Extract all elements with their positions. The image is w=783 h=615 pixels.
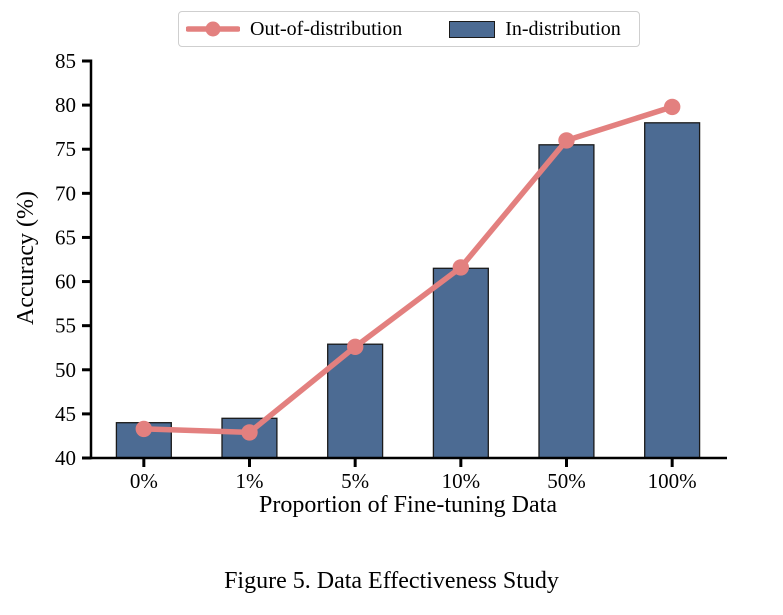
y-tick-label: 70 [55, 181, 76, 205]
x-tick-label: 5% [341, 469, 369, 493]
out-of-distribution-marker-100% [664, 98, 681, 116]
out-of-distribution-marker-1% [241, 424, 258, 441]
out-of-distribution-marker-5% [347, 338, 364, 355]
bar-50% [538, 144, 595, 459]
y-tick-label: 85 [55, 49, 76, 73]
y-tick-label: 40 [55, 446, 76, 470]
out-of-distribution-marker-0% [135, 420, 152, 438]
bars-layer [115, 122, 701, 459]
y-tick-label: 45 [55, 402, 76, 426]
legend-label-in-distribution: In-distribution [505, 17, 621, 40]
x-tick-label: 0% [130, 469, 158, 493]
x-tick-label: 1% [236, 469, 264, 493]
y-tick-label: 65 [55, 225, 76, 249]
y-axis-title: Accuracy (%) [13, 191, 39, 325]
legend-item-in-distribution: In-distribution [449, 18, 621, 41]
out-of-distribution-marker-10% [452, 259, 469, 276]
y-tick-label: 50 [55, 358, 76, 382]
line-layer [135, 98, 681, 441]
y-tick-label: 55 [55, 314, 76, 338]
legend-label-out-of-distribution: Out-of-distribution [250, 17, 403, 40]
out-of-distribution-marker-50% [558, 132, 575, 149]
axes-layer: 40 45 50 55 60 65 70 75 80 85 0% 1% 5% 10% 50% 100% [55, 49, 727, 493]
x-axis-title: Proportion of Fine-tuning Data [259, 492, 557, 518]
figure-caption: Figure 5. Data Effectiveness Study [224, 568, 559, 594]
bar-100% [644, 122, 701, 459]
x-tick-label: 100% [648, 469, 697, 493]
bar-swatch-icon [449, 20, 496, 38]
legend-item-out-of-distribution: Out-of-distribution [186, 18, 402, 41]
y-tick-label: 80 [55, 93, 76, 117]
y-tick-label: 60 [55, 270, 76, 294]
line-marker-swatch-icon [186, 21, 240, 37]
x-tick-label: 10% [442, 469, 481, 493]
chart-canvas: 40 45 50 55 60 65 70 75 80 85 0% 1% 5% 10% 50% 100% Acc… [13, 49, 727, 518]
bar-10% [432, 267, 489, 459]
out-of-distribution-line [141, 104, 675, 436]
chart-legend: Out-of-distribution In-distribution [178, 11, 640, 47]
x-tick-label: 50% [547, 469, 586, 493]
y-tick-label: 75 [55, 137, 76, 161]
